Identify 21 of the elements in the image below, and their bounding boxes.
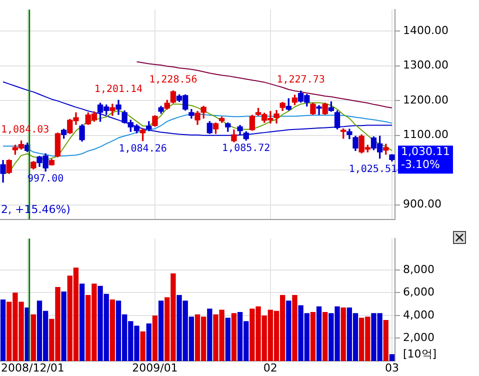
text: 1,030.11 -3.10% [401, 144, 450, 171]
y-tick-label: 6,000 [403, 286, 434, 299]
y-tick-label: 1100.00 [403, 128, 448, 142]
y-tick-label: 4,000 [403, 308, 434, 322]
annotation: 1,228.56 [149, 74, 198, 86]
y-tick-label: 1400.00 [403, 24, 448, 37]
y-tick-label: 1300.00 [403, 58, 448, 72]
y-axis-title: [10억] [403, 347, 437, 360]
x-tick-label: 02 [263, 361, 278, 374]
annotation: 1,201.14 [94, 84, 143, 95]
x-tick-label: 03 [384, 361, 399, 374]
annotation: 1,084.26 [118, 143, 167, 154]
x-tick-label: 2009/01 [132, 361, 178, 374]
annotation: 1,227.73 [276, 74, 325, 86]
x-tick-label: 2008/12/01 [1, 361, 64, 374]
annotation: 1,025.51 [348, 164, 398, 175]
y-tick-label: 1200.00 [403, 93, 448, 106]
annotation: 1,085.72 [222, 142, 270, 154]
y-tick-label: 2,000 [403, 331, 434, 344]
y-tick-label: 8,000 [403, 262, 434, 276]
y-tick-label: 900.00 [403, 198, 442, 211]
